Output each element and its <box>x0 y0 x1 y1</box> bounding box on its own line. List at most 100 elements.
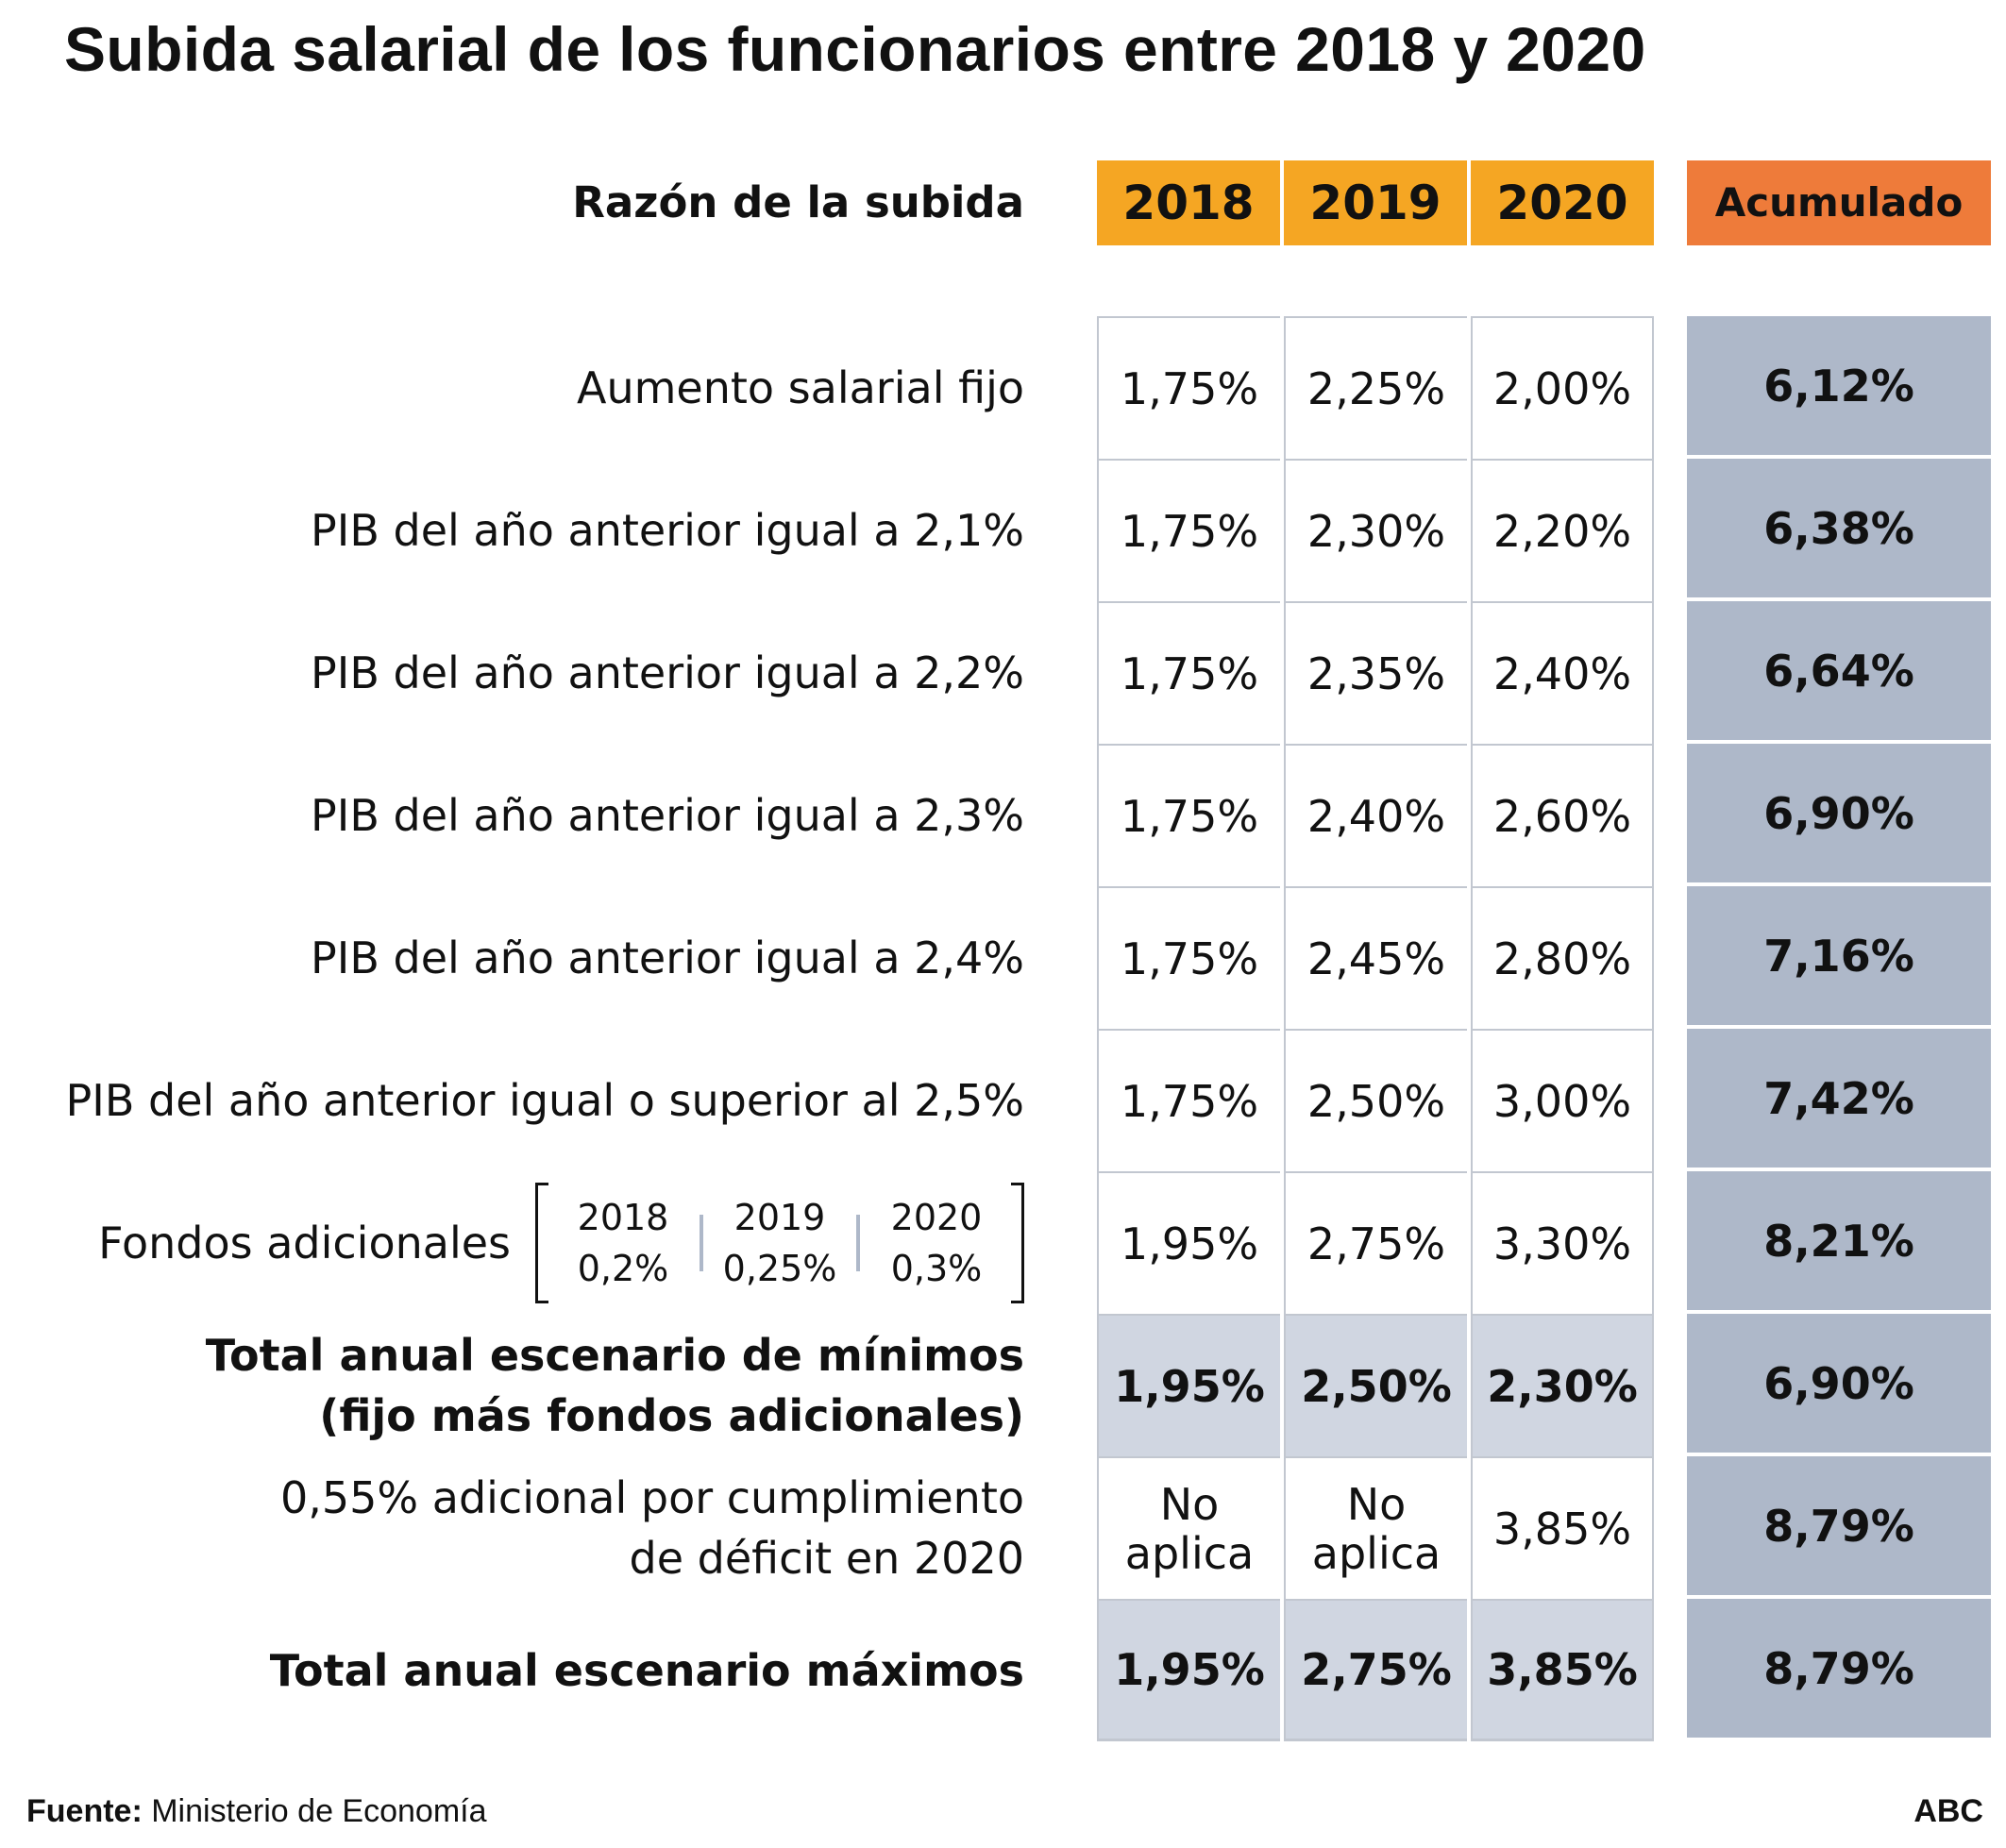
value-cell-2019: 2,45% <box>1284 886 1467 1029</box>
cell-text-line: No <box>1346 1478 1407 1530</box>
row-label-line: PIB del año anterior igual a 2,1% <box>311 504 1024 556</box>
value-cell-2020: 2,40% <box>1471 601 1654 744</box>
row-label-text: Fondos adicionales <box>98 1217 511 1268</box>
row-label: PIB del año anterior igual o superior al… <box>66 1029 1024 1171</box>
accumulated-cell: 6,90% <box>1687 744 1991 882</box>
fondo-item: 2020 0,3% <box>860 1192 1013 1294</box>
value-cell-2020: 2,20% <box>1471 459 1654 601</box>
cell-text-line: aplica <box>1124 1527 1255 1579</box>
accumulated-cell: 8,79% <box>1687 1456 1991 1595</box>
value-cell-2018: 1,75% <box>1097 601 1280 744</box>
column-header-acumulado: Acumulado <box>1687 160 1991 245</box>
row-label-line: 0,55% adicional por cumplimiento <box>280 1471 1024 1523</box>
fondo-separator <box>856 1214 860 1271</box>
row-label-line: Total anual escenario máximos <box>269 1644 1024 1696</box>
row-label: PIB del año anterior igual a 2,4% <box>311 886 1024 1029</box>
cell-text-line: No <box>1159 1478 1220 1530</box>
source-label: Fuente: <box>26 1793 143 1829</box>
value-cell-2018: 1,75% <box>1097 886 1280 1029</box>
value-cell-2019: 2,25% <box>1284 316 1467 459</box>
table-row: PIB del año anterior igual a 2,4% 1,75% 2,… <box>0 886 2006 1029</box>
value-cell-2020: 2,00% <box>1471 316 1654 459</box>
row-label-line: PIB del año anterior igual a 2,3% <box>311 789 1024 841</box>
value-cell-2019: 2,75% <box>1284 1599 1467 1741</box>
table-header-row: Razón de la subida 2018 2019 2020 Acumul… <box>0 160 2006 245</box>
accumulated-cell: 6,64% <box>1687 601 1991 740</box>
value-cell-2018: 1,75% <box>1097 459 1280 601</box>
row-label: PIB del año anterior igual a 2,2% <box>311 601 1024 744</box>
table-row: 0,55% adicional por cumplimiento de défic… <box>0 1456 2006 1599</box>
row-label-line: PIB del año anterior igual a 2,4% <box>311 932 1024 983</box>
value-cell-2019: 2,50% <box>1284 1314 1467 1456</box>
source-note: Fuente: Ministerio de Economía <box>26 1793 487 1830</box>
value-cell-2019: No aplica <box>1284 1456 1467 1599</box>
fondo-separator <box>700 1214 703 1271</box>
row-label-line: (fijo más fondos adicionales) <box>319 1389 1024 1441</box>
table-row: PIB del año anterior igual a 2,1% 1,75% 2,… <box>0 459 2006 601</box>
fondo-value: 0,2% <box>577 1247 669 1289</box>
value-cell-2020: 3,85% <box>1471 1456 1654 1599</box>
accumulated-cell: 6,38% <box>1687 459 1991 597</box>
value-cell-2019: 2,50% <box>1284 1029 1467 1171</box>
accumulated-cell: 8,79% <box>1687 1599 1991 1738</box>
row-label: Total anual escenario máximos <box>270 1599 1024 1741</box>
fondo-item: 2018 0,2% <box>547 1192 700 1294</box>
row-label: Fondos adicionales 2018 0,2% 2019 0,25% 2020 0… <box>98 1171 1024 1314</box>
cell-text-line: aplica <box>1311 1527 1441 1579</box>
value-cell-2018: 1,95% <box>1097 1599 1280 1741</box>
row-label: 0,55% adicional por cumplimiento de défic… <box>280 1456 1024 1599</box>
accumulated-cell: 8,21% <box>1687 1171 1991 1310</box>
row-label-line: de déficit en 2020 <box>629 1532 1024 1584</box>
value-cell-2020: 3,85% <box>1471 1599 1654 1741</box>
value-cell-2018: No aplica <box>1097 1456 1280 1599</box>
fondo-value: 0,3% <box>890 1247 983 1289</box>
value-cell-2018: 1,95% <box>1097 1314 1280 1456</box>
row-label: Aumento salarial fijo <box>577 316 1024 459</box>
bracket-right <box>1011 1182 1024 1303</box>
row-label: PIB del año anterior igual a 2,3% <box>311 744 1024 886</box>
brand-logo-text: ABC <box>1913 1793 1983 1829</box>
row-label: Total anual escenario de mínimos (fijo má… <box>206 1314 1024 1456</box>
column-header-2018: 2018 <box>1097 160 1280 245</box>
table-body: Aumento salarial fijo 1,75% 2,25% 2,00% 6,12… <box>0 316 2006 1741</box>
fondo-year: 2019 <box>733 1196 826 1238</box>
table-row: PIB del año anterior igual o superior al… <box>0 1029 2006 1171</box>
row-header-label: Razón de la subida <box>572 177 1024 227</box>
row-label-line: PIB del año anterior igual a 2,2% <box>311 647 1024 698</box>
value-cell-2019: 2,30% <box>1284 459 1467 601</box>
value-cell-2018: 1,75% <box>1097 744 1280 886</box>
bracket-left <box>535 1182 548 1303</box>
value-cell-2019: 2,40% <box>1284 744 1467 886</box>
column-header-2019: 2019 <box>1284 160 1467 245</box>
row-label-line: Total anual escenario de mínimos <box>205 1329 1024 1381</box>
source-text: Ministerio de Economía <box>142 1793 487 1829</box>
column-header-2020: 2020 <box>1471 160 1654 245</box>
row-label-line: PIB del año anterior igual o superior al… <box>65 1074 1024 1126</box>
value-cell-2018: 1,95% <box>1097 1171 1280 1314</box>
row-label-line: Aumento salarial fijo <box>577 361 1024 413</box>
value-cell-2018: 1,75% <box>1097 316 1280 459</box>
value-cell-2020: 2,80% <box>1471 886 1654 1029</box>
table-row: PIB del año anterior igual a 2,2% 1,75% 2,… <box>0 601 2006 744</box>
chart-title: Subida salarial de los funcionarios entr… <box>64 14 1646 84</box>
row-label: PIB del año anterior igual a 2,1% <box>311 459 1024 601</box>
accumulated-cell: 7,16% <box>1687 886 1991 1025</box>
accumulated-cell: 6,90% <box>1687 1314 1991 1453</box>
accumulated-cell: 7,42% <box>1687 1029 1991 1168</box>
fondo-value: 0,25% <box>722 1247 837 1289</box>
fondo-year: 2020 <box>890 1196 983 1238</box>
accumulated-cell: 6,12% <box>1687 316 1991 455</box>
fondos-breakdown: 2018 0,2% 2019 0,25% 2020 0,3% <box>535 1182 1024 1303</box>
value-cell-2019: 2,75% <box>1284 1171 1467 1314</box>
table-row: PIB del año anterior igual a 2,3% 1,75% 2,… <box>0 744 2006 886</box>
value-cell-2019: 2,35% <box>1284 601 1467 744</box>
value-cell-2020: 2,60% <box>1471 744 1654 886</box>
table-row: Total anual escenario máximos 1,95% 2,75% 3… <box>0 1599 2006 1741</box>
fondo-year: 2018 <box>577 1196 669 1238</box>
fondo-item: 2019 0,25% <box>703 1192 856 1294</box>
value-cell-2020: 3,30% <box>1471 1171 1654 1314</box>
table-row: Fondos adicionales 2018 0,2% 2019 0,25% 2020 0… <box>0 1171 2006 1314</box>
value-cell-2020: 3,00% <box>1471 1029 1654 1171</box>
table-row: Total anual escenario de mínimos (fijo má… <box>0 1314 2006 1456</box>
table-row: Aumento salarial fijo 1,75% 2,25% 2,00% 6,12… <box>0 316 2006 459</box>
